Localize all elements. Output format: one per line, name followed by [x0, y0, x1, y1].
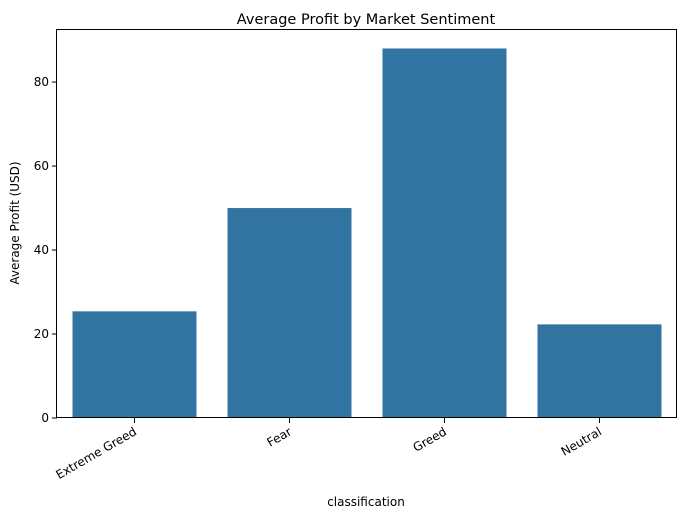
y-axis: 0 20 40 60 80	[34, 75, 57, 425]
x-tick-label: Fear	[265, 424, 295, 449]
bar	[72, 311, 197, 418]
y-tick-label: 20	[34, 327, 49, 341]
x-axis: Extreme Greed Fear Greed Neutral	[53, 418, 604, 482]
y-tick-label: 0	[41, 411, 49, 425]
y-tick-label: 40	[34, 243, 49, 257]
bar	[382, 48, 507, 418]
y-tick-label: 60	[34, 159, 49, 173]
x-tick-label: Extreme Greed	[53, 424, 139, 481]
x-tick-label: Greed	[411, 424, 449, 454]
bar	[537, 324, 662, 418]
y-axis-label: Average Profit (USD)	[8, 161, 22, 284]
bars-layer	[72, 48, 662, 418]
chart-title: Average Profit by Market Sentiment	[237, 12, 496, 28]
y-tick-label: 80	[34, 75, 49, 89]
x-axis-label: classification	[327, 495, 405, 509]
bar	[227, 208, 352, 418]
plot-frame	[56, 29, 677, 418]
x-tick-label: Neutral	[559, 424, 604, 458]
